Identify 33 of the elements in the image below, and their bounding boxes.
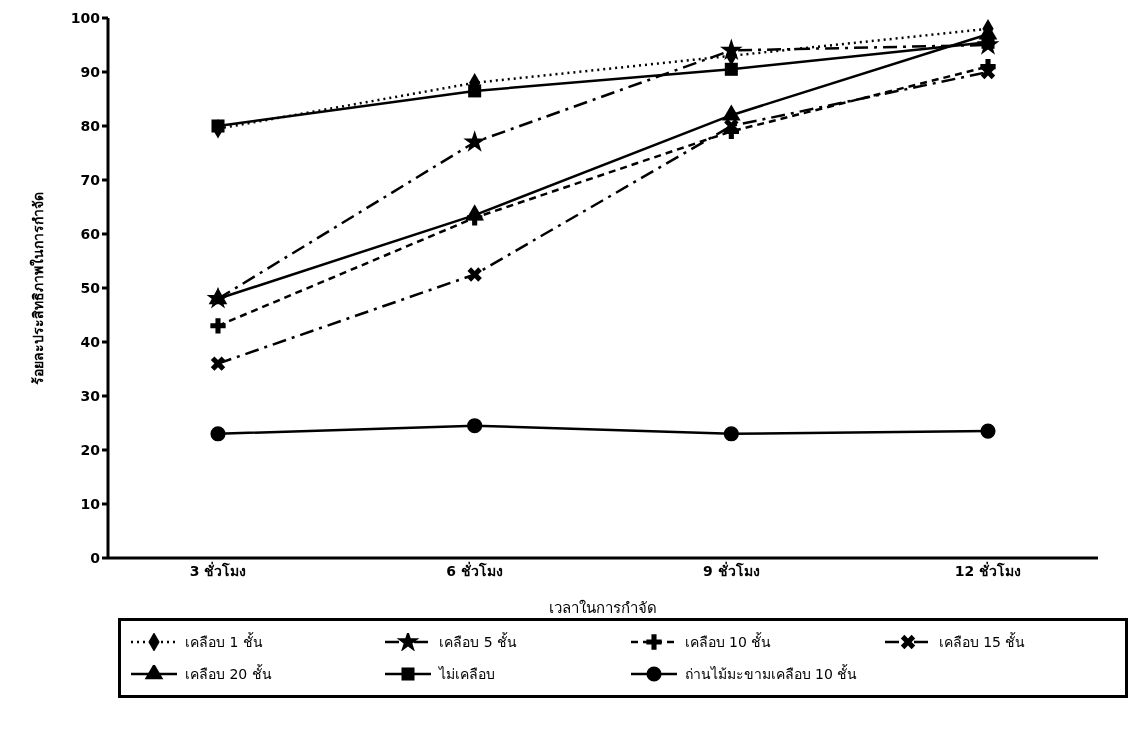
legend-label: เคลือบ 10 ชั้น: [684, 631, 772, 652]
x-tick-label: 6 ชั่วโมง: [446, 560, 503, 579]
y-tick-label: 0: [90, 549, 101, 566]
legend-label: เคลือบ 1 ชั้น: [185, 631, 263, 652]
y-tick-label: 90: [80, 63, 101, 80]
point: [210, 356, 226, 371]
x-tick-label: 3 ชั่วโมง: [189, 560, 247, 579]
point: [467, 267, 482, 282]
point: [210, 426, 226, 442]
x-axis-title: เวลาในการกำจัด: [549, 599, 657, 617]
y-tick-label: 30: [80, 387, 101, 404]
x-tick-label: 12 ชั่วโมง: [954, 560, 1022, 579]
legend-label: ไม่เคลือบ: [439, 665, 496, 684]
y-tick-label: 50: [80, 279, 101, 296]
legend-label: เคลือบ 20 ชั้น: [185, 663, 272, 684]
x-tick-label: 9 ชั่วโมง: [703, 560, 760, 579]
y-axis-title: ร้อยละประสิทธิภาพในการกำจัด: [28, 191, 46, 385]
point: [724, 62, 738, 76]
point: [463, 130, 487, 152]
y-tick-label: 60: [80, 225, 101, 242]
y-tick-label: 70: [80, 171, 101, 188]
y-tick-label: 10: [80, 495, 101, 512]
point: [210, 318, 226, 334]
legend-label: ถ่านไม้มะขามเคลือบ 10 ชั้น: [684, 663, 858, 684]
point: [467, 418, 483, 434]
point: [723, 426, 739, 442]
legend-label: เคลือบ 5 ชั้น: [439, 631, 518, 652]
y-tick-label: 100: [70, 9, 101, 26]
point: [980, 423, 996, 439]
y-tick-label: 80: [80, 117, 101, 134]
y-tick-label: 40: [80, 333, 101, 350]
legend-label: เคลือบ 15 ชั้น: [938, 631, 1026, 652]
y-tick-label: 20: [80, 441, 101, 458]
